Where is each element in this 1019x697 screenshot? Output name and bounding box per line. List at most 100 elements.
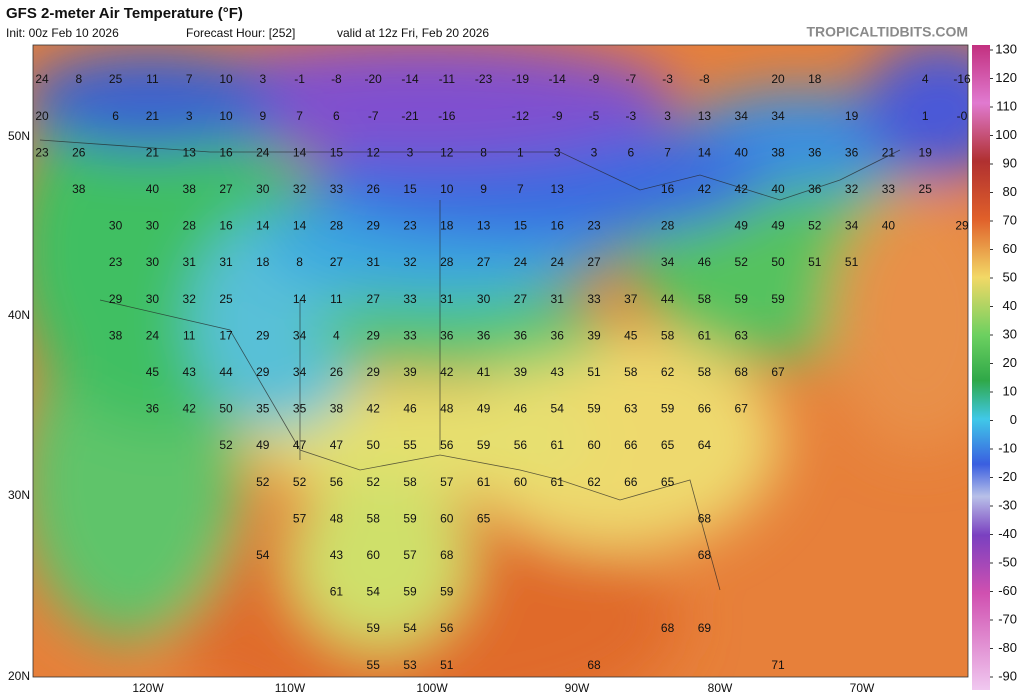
temperature-value: 41 <box>477 365 491 379</box>
temperature-value: 29 <box>955 219 969 233</box>
temperature-value: 1 <box>517 145 524 159</box>
temperature-value: 54 <box>256 548 270 562</box>
temperature-value: 61 <box>551 438 565 452</box>
temperature-value: 40 <box>146 182 160 196</box>
temperature-value: 68 <box>661 621 675 635</box>
temperature-value: 24 <box>514 255 528 269</box>
longitude-label: 100W <box>416 681 448 695</box>
colorbar-label: 120 <box>995 70 1017 85</box>
temperature-value: 44 <box>661 292 675 306</box>
temperature-value: 61 <box>698 328 712 342</box>
temperature-value: 10 <box>440 182 454 196</box>
temperature-value: 36 <box>477 328 491 342</box>
temperature-value: -7 <box>368 109 379 123</box>
temperature-value: 45 <box>624 328 638 342</box>
temperature-value: 13 <box>477 219 491 233</box>
longitude-label: 70W <box>850 681 875 695</box>
temperature-value: 57 <box>403 548 417 562</box>
temperature-value: 15 <box>514 219 528 233</box>
temperature-value: 26 <box>330 365 344 379</box>
temperature-value: 52 <box>808 219 822 233</box>
latitude-label: 20N <box>8 669 30 683</box>
temperature-value: 7 <box>296 109 303 123</box>
temperature-value: 32 <box>293 182 307 196</box>
temperature-value: 65 <box>477 511 491 525</box>
temperature-value: 44 <box>219 365 233 379</box>
temperature-value: 28 <box>661 219 675 233</box>
forecast-hour: Forecast Hour: [252] <box>186 26 295 40</box>
temperature-value: 29 <box>256 365 270 379</box>
temperature-value: 21 <box>146 145 160 159</box>
colorbar-label: 30 <box>1003 326 1017 341</box>
temperature-value: 3 <box>259 72 266 86</box>
latitude-label: 50N <box>8 129 30 143</box>
temperature-value: -21 <box>401 109 419 123</box>
temperature-value: 7 <box>517 182 524 196</box>
temperature-value: -16 <box>438 109 456 123</box>
longitude-label: 110W <box>275 681 306 695</box>
temperature-value: -0 <box>957 109 968 123</box>
temperature-value: 31 <box>440 292 454 306</box>
colorbar-label: -60 <box>998 583 1017 598</box>
temperature-value: 55 <box>367 658 381 672</box>
temperature-value: 50 <box>771 255 785 269</box>
temperature-value: 54 <box>403 621 417 635</box>
temperature-value: 6 <box>333 109 340 123</box>
temperature-value: -23 <box>475 72 493 86</box>
temperature-value: 32 <box>845 182 859 196</box>
temperature-value: 9 <box>259 109 266 123</box>
colorbar-label: 40 <box>1003 298 1017 313</box>
temperature-value: 11 <box>146 72 159 86</box>
temperature-value: 56 <box>514 438 528 452</box>
watermark: TROPICALTIDBITS.COM <box>806 24 968 40</box>
temperature-value: 46 <box>698 255 712 269</box>
temperature-value: 64 <box>698 438 712 452</box>
colorbar-label: 80 <box>1003 184 1017 199</box>
temperature-value: 40 <box>882 219 896 233</box>
temperature-value: -3 <box>625 109 636 123</box>
temperature-value: 29 <box>367 365 381 379</box>
colorbar-label: -30 <box>998 497 1017 512</box>
temperature-value: 59 <box>735 292 749 306</box>
temperature-value: 29 <box>109 292 123 306</box>
colorbar-label: 60 <box>1003 241 1017 256</box>
temperature-value: 27 <box>219 182 233 196</box>
temperature-value: 51 <box>845 255 859 269</box>
temperature-value: 54 <box>551 402 565 416</box>
temperature-value: 67 <box>735 402 749 416</box>
colorbar-label: 100 <box>995 127 1017 142</box>
temperature-value: 11 <box>330 292 343 306</box>
title: GFS 2-meter Air Temperature (°F) <box>6 5 243 22</box>
temperature-value: -5 <box>589 109 600 123</box>
temperature-value: 16 <box>551 219 565 233</box>
temperature-value: 8 <box>75 72 82 86</box>
colorbar <box>972 45 990 690</box>
temperature-value: 46 <box>403 402 417 416</box>
temperature-value: 51 <box>808 255 822 269</box>
temperature-value: 14 <box>293 145 307 159</box>
temperature-value: 10 <box>219 109 233 123</box>
temperature-value: 58 <box>661 328 675 342</box>
temperature-value: 49 <box>477 402 491 416</box>
temperature-value: 58 <box>367 511 381 525</box>
temperature-value: 60 <box>367 548 381 562</box>
temperature-value: 52 <box>256 475 270 489</box>
temperature-value: 33 <box>587 292 601 306</box>
temperature-value: 35 <box>293 402 307 416</box>
temperature-value: 39 <box>587 328 601 342</box>
temperature-value: 38 <box>72 182 86 196</box>
temperature-value: 49 <box>256 438 270 452</box>
temperature-value: 28 <box>183 219 197 233</box>
temperature-value: 59 <box>661 402 675 416</box>
temperature-value: 30 <box>477 292 491 306</box>
temperature-value: 60 <box>587 438 601 452</box>
temperature-value: 31 <box>219 255 233 269</box>
temperature-value: 18 <box>808 72 822 86</box>
temperature-value: 50 <box>367 438 381 452</box>
temperature-value: 36 <box>845 145 859 159</box>
temperature-value: 30 <box>109 219 123 233</box>
temperature-value: 3 <box>664 109 671 123</box>
temperature-value: 56 <box>440 621 454 635</box>
temperature-value: 16 <box>219 145 233 159</box>
temperature-value: 52 <box>367 475 381 489</box>
